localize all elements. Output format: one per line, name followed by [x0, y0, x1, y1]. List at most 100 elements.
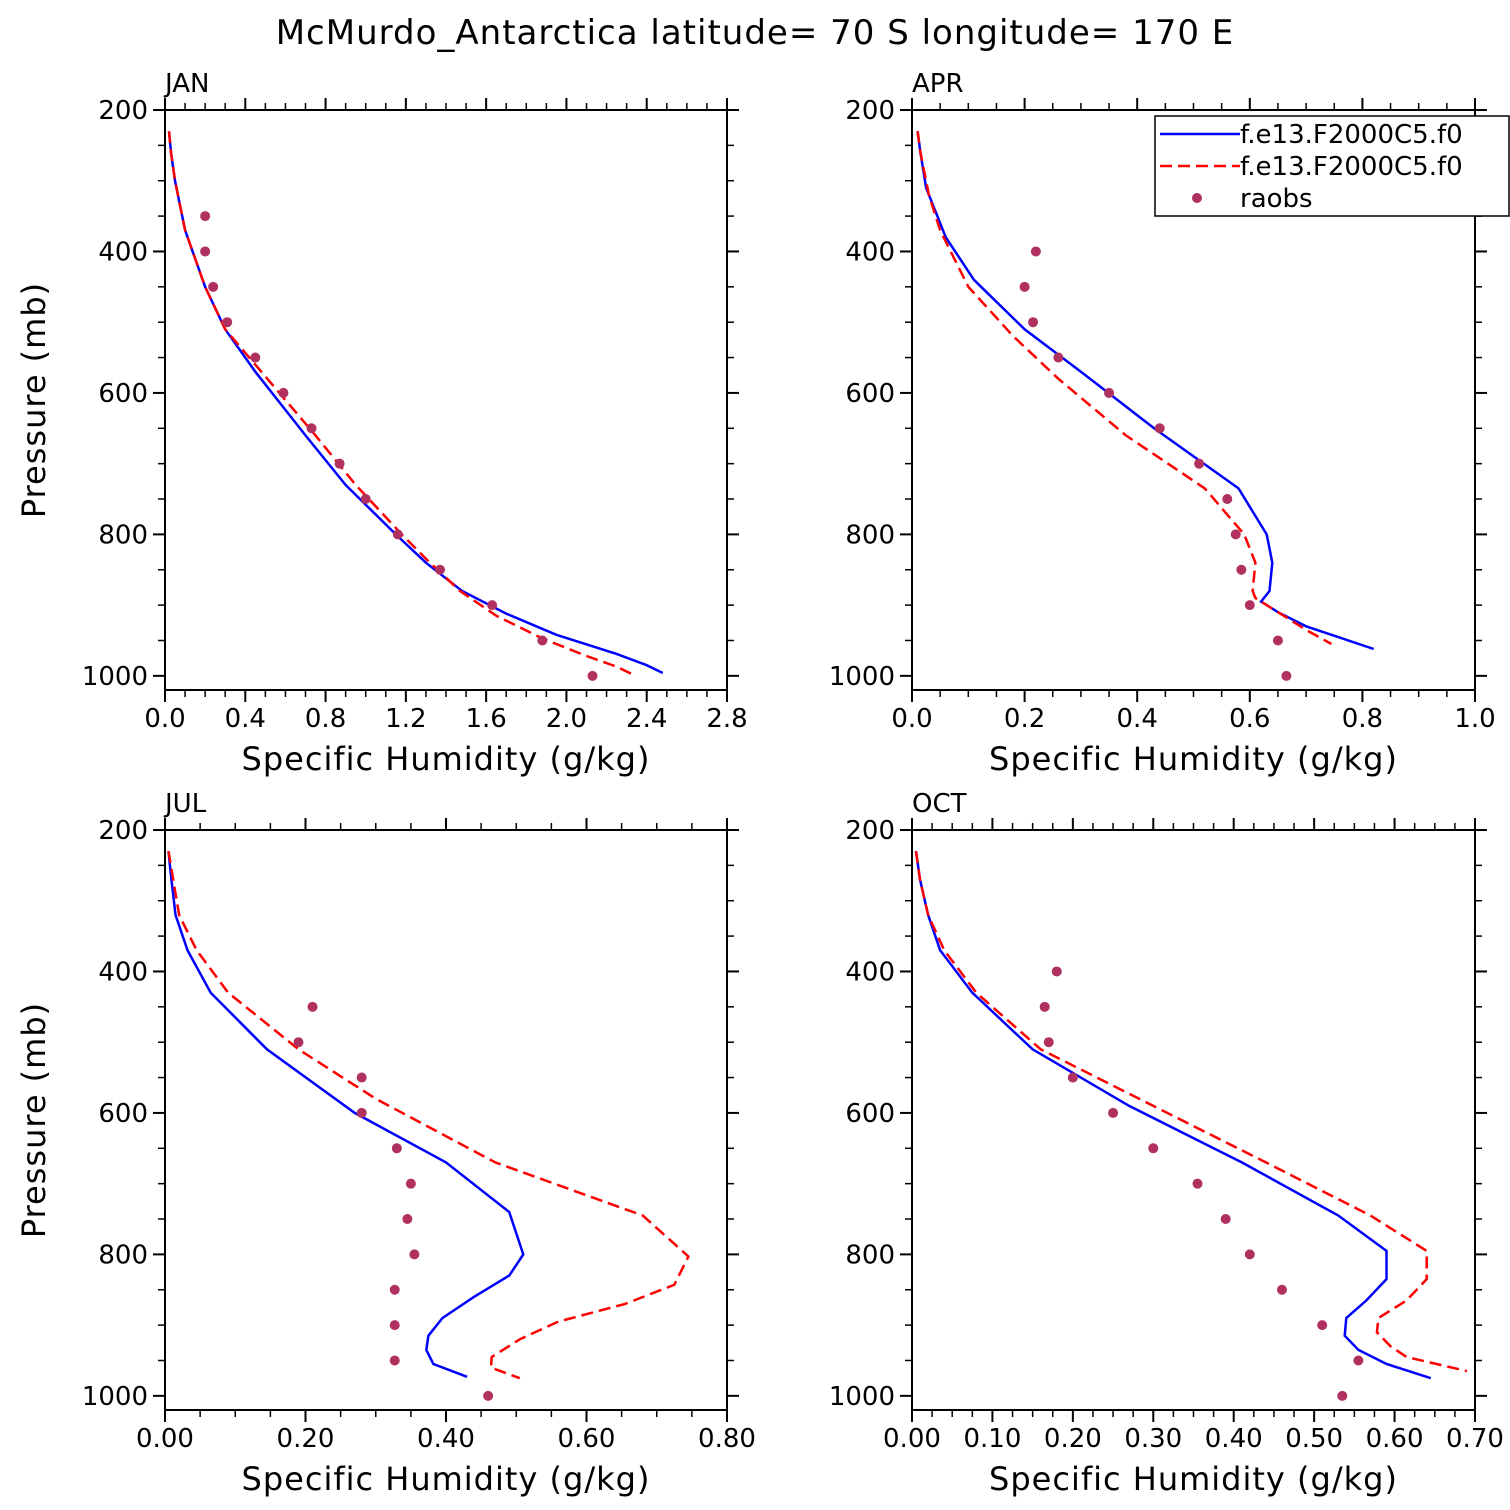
y-tick-label: 1000 — [82, 662, 148, 692]
y-tick-label: 400 — [845, 237, 895, 267]
raobs-point — [1244, 600, 1255, 611]
series-line-dashed — [167, 131, 634, 676]
x-axis-label: Specific Humidity (g/kg) — [242, 740, 651, 778]
raobs-point — [1244, 1249, 1255, 1260]
raobs-point — [222, 317, 233, 328]
raobs-point — [1030, 246, 1041, 257]
x-tick-label: 0.40 — [417, 1424, 475, 1454]
plot-area — [916, 131, 1375, 681]
raobs-point — [1230, 529, 1241, 540]
raobs-point — [356, 1107, 367, 1118]
raobs-point — [405, 1178, 416, 1189]
series-line-solid — [167, 131, 664, 675]
y-tick-label: 600 — [98, 379, 148, 409]
raobs-point — [1317, 1320, 1328, 1331]
raobs-point — [487, 600, 498, 611]
x-axis-label: Specific Humidity (g/kg) — [989, 740, 1398, 778]
x-tick-label: 1.0 — [1454, 704, 1495, 734]
raobs-point — [208, 281, 219, 292]
series-line-solid — [167, 851, 525, 1378]
raobs-point — [1104, 387, 1115, 398]
x-tick-label: 0.40 — [1205, 1424, 1263, 1454]
raobs-point — [250, 352, 261, 363]
legend-label: f.e13.F2000C5.f0 — [1240, 120, 1463, 150]
y-tick-label: 200 — [845, 816, 895, 846]
legend-label: f.e13.F2000C5.f0 — [1240, 152, 1463, 182]
legend-box — [1154, 115, 1510, 217]
y-tick-label: 200 — [98, 816, 148, 846]
x-tick-label: 0.2 — [1004, 704, 1045, 734]
raobs-point — [1194, 458, 1205, 469]
y-tick-label: 200 — [98, 96, 148, 126]
plot-area — [167, 131, 664, 681]
panel-title: JUL — [163, 789, 207, 819]
raobs-point — [1154, 423, 1165, 434]
legend-dot — [1192, 193, 1202, 203]
raobs-point — [392, 529, 403, 540]
series-line-dashed — [167, 850, 690, 1380]
raobs-point — [1236, 564, 1247, 575]
y-axis-label: Pressure (mb) — [15, 1002, 53, 1238]
raobs-point — [1276, 1284, 1287, 1295]
raobs-point — [1220, 1214, 1231, 1225]
panel-jan: JAN 0.0 0.4 0.8 1.2 1.6 2.0 2.4 2.8 200 400 600 800 1… — [15, 69, 748, 778]
x-tick-label: 0.00 — [136, 1424, 194, 1454]
x-tick-label: 0.6 — [1229, 704, 1270, 734]
plot-area — [167, 850, 690, 1401]
raobs-point — [200, 211, 211, 222]
raobs-point — [1192, 1178, 1203, 1189]
raobs-point — [1043, 1037, 1054, 1048]
raobs-point — [1281, 670, 1292, 681]
y-tick-label: 600 — [98, 1099, 148, 1129]
y-tick-label: 600 — [845, 379, 895, 409]
x-tick-label: 0.80 — [698, 1424, 756, 1454]
raobs-point — [307, 1001, 318, 1012]
y-tick-label: 1000 — [829, 1382, 895, 1412]
raobs-point — [389, 1355, 400, 1366]
y-axis-label: Pressure (mb) — [15, 282, 53, 518]
y-tick-label: 1000 — [829, 662, 895, 692]
y-tick-label: 400 — [98, 957, 148, 987]
x-tick-label: 0.60 — [1366, 1424, 1424, 1454]
raobs-point — [1337, 1390, 1348, 1401]
y-tick-label: 800 — [98, 520, 148, 550]
y-tick-label: 800 — [98, 1240, 148, 1270]
raobs-point — [356, 1072, 367, 1083]
x-tick-label: 2.4 — [626, 704, 667, 734]
y-tick-label: 400 — [845, 957, 895, 987]
raobs-point — [1272, 635, 1283, 646]
raobs-point — [389, 1320, 400, 1331]
raobs-point — [391, 1143, 402, 1154]
raobs-point — [278, 387, 289, 398]
x-tick-label: 0.70 — [1446, 1424, 1504, 1454]
series-line-solid — [914, 851, 1432, 1380]
x-tick-label: 1.6 — [465, 704, 506, 734]
plot-frame — [911, 829, 1476, 1411]
y-tick-label: 800 — [845, 520, 895, 550]
x-tick-label: 0.60 — [558, 1424, 616, 1454]
raobs-point — [587, 670, 598, 681]
x-tick-label: 0.4 — [225, 704, 266, 734]
raobs-point — [1353, 1355, 1364, 1366]
raobs-point — [1039, 1001, 1050, 1012]
x-tick-label: 2.0 — [546, 704, 587, 734]
raobs-point — [483, 1390, 494, 1401]
x-tick-label: 0.0 — [891, 704, 932, 734]
raobs-point — [360, 494, 371, 505]
y-tick-label: 400 — [98, 237, 148, 267]
plot-frame — [164, 829, 728, 1411]
x-tick-label: 0.8 — [305, 704, 346, 734]
raobs-point — [434, 564, 445, 575]
y-tick-label: 200 — [845, 96, 895, 126]
series-line-dashed — [916, 131, 1333, 646]
x-tick-label: 0.20 — [277, 1424, 335, 1454]
x-tick-label: 1.2 — [385, 704, 426, 734]
raobs-point — [402, 1214, 413, 1225]
plot-area — [914, 851, 1468, 1401]
x-tick-label: 0.50 — [1285, 1424, 1343, 1454]
y-tick-label: 600 — [845, 1099, 895, 1129]
raobs-point — [1108, 1107, 1119, 1118]
raobs-point — [1067, 1072, 1078, 1083]
